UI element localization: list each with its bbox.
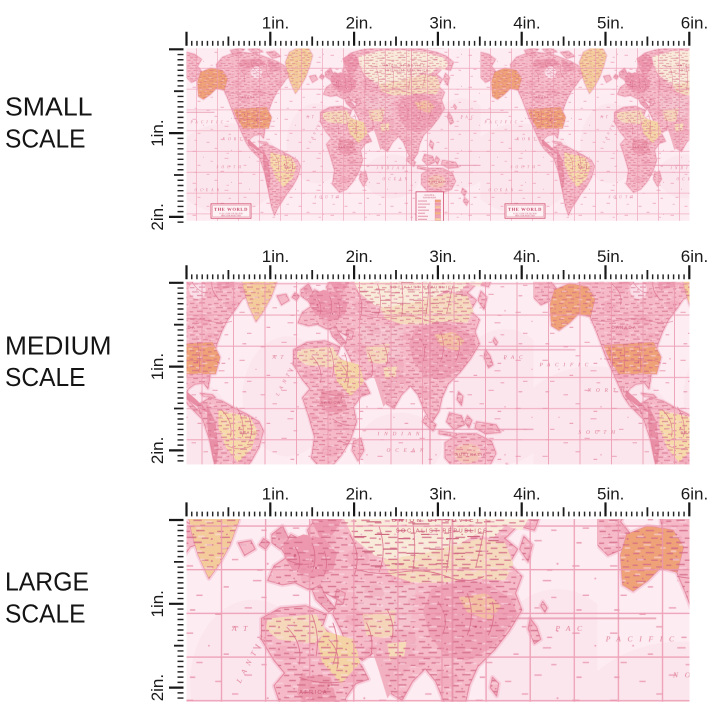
svg-text:4in.: 4in. xyxy=(513,484,540,503)
svg-text:4in.: 4in. xyxy=(513,14,540,33)
svg-text:2in.: 2in. xyxy=(148,437,167,464)
svg-text:SCALE: SCALE xyxy=(5,362,86,392)
svg-text:6in.: 6in. xyxy=(681,484,708,503)
svg-text:SCALE: SCALE xyxy=(5,598,86,628)
svg-text:1in.: 1in. xyxy=(148,590,167,617)
svg-text:SCALE: SCALE xyxy=(5,123,86,153)
svg-text:2in.: 2in. xyxy=(346,247,373,266)
svg-text:2in.: 2in. xyxy=(148,203,167,230)
svg-text:1in.: 1in. xyxy=(148,119,167,146)
svg-text:LARGE: LARGE xyxy=(5,567,89,597)
svg-text:2in.: 2in. xyxy=(148,674,167,701)
svg-text:2in.: 2in. xyxy=(346,484,373,503)
svg-text:5in.: 5in. xyxy=(597,247,624,266)
svg-text:SMALL: SMALL xyxy=(5,92,92,122)
svg-text:3in.: 3in. xyxy=(429,484,456,503)
svg-text:5in.: 5in. xyxy=(597,484,624,503)
svg-text:4in.: 4in. xyxy=(513,247,540,266)
svg-text:5in.: 5in. xyxy=(597,14,624,33)
svg-text:1in.: 1in. xyxy=(148,353,167,380)
svg-text:3in.: 3in. xyxy=(429,14,456,33)
svg-text:3in.: 3in. xyxy=(429,247,456,266)
svg-text:6in.: 6in. xyxy=(681,14,708,33)
svg-text:6in.: 6in. xyxy=(681,247,708,266)
svg-text:1in.: 1in. xyxy=(262,247,289,266)
svg-text:1in.: 1in. xyxy=(262,14,289,33)
svg-text:1in.: 1in. xyxy=(262,484,289,503)
svg-text:2in.: 2in. xyxy=(346,14,373,33)
svg-text:MEDIUM: MEDIUM xyxy=(5,330,112,360)
